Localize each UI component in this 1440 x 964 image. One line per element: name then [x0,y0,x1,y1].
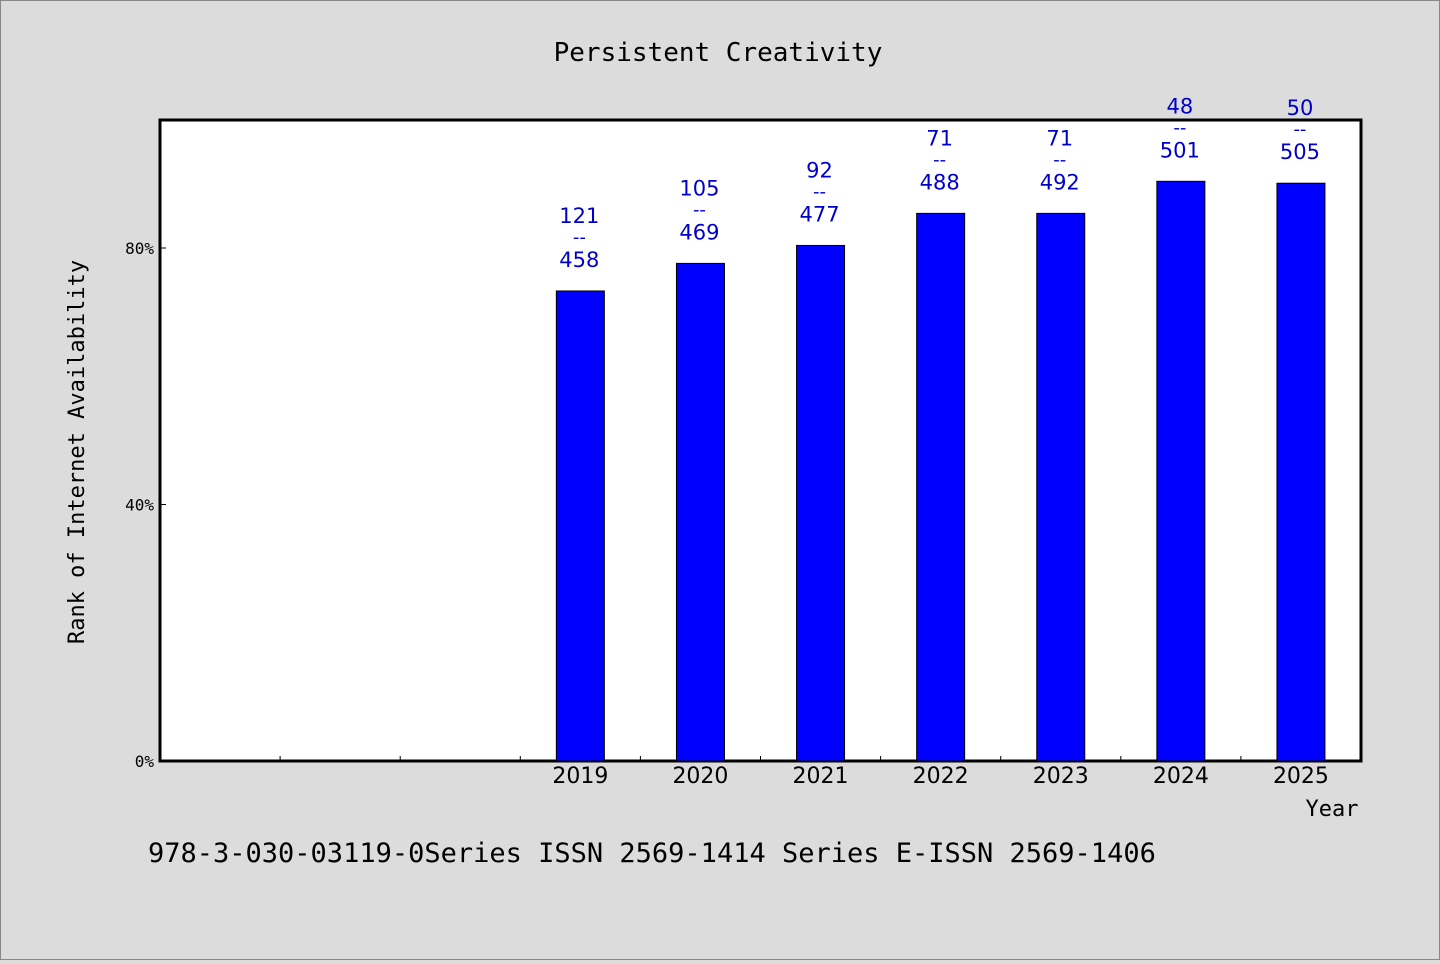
footer-isbn-text: 978-3-030-03119-0Series ISSN 2569-1414 S… [148,838,1156,869]
data-label-bottom: 492 [1040,170,1080,194]
data-label-bottom: 477 [800,202,840,226]
data-label-top: 105 [679,176,719,200]
data-label-top: 71 [1046,126,1073,150]
x-tick-label: 2022 [913,764,969,789]
x-tick-label: 2021 [793,764,849,789]
x-tick-label: 2020 [672,764,728,789]
bar-2021 [796,244,846,762]
data-label-bottom: 469 [679,220,719,244]
data-label-top: 48 [1166,94,1193,118]
x-axis-label: Year [1306,797,1359,822]
data-label-separator: -- [933,149,946,170]
data-label-separator: -- [573,227,586,248]
data-label-separator: -- [1053,149,1066,170]
data-label-bottom: 501 [1160,138,1200,162]
bars [555,180,1326,762]
x-tick-label: 2019 [552,764,608,789]
bar-2020 [675,262,725,762]
bar-2023 [1036,212,1086,762]
bar-2019 [555,290,605,762]
x-axis-ticks: 2019 2020 2021 2022 2023 2024 2025 [279,756,1329,789]
data-label-separator: -- [813,181,826,202]
data-label-separator: -- [693,199,706,220]
data-label-separator: -- [1293,119,1306,140]
bar-2024 [1156,180,1206,762]
data-labels: 121--458105--46992--47771--48871--49248-… [559,94,1320,272]
data-label-bottom: 505 [1280,140,1320,164]
data-label-bottom: 488 [920,170,960,194]
data-label-top: 71 [926,126,953,150]
data-label-top: 50 [1287,96,1314,120]
y-tick-label: 80% [125,239,154,258]
y-axis-ticks: 0% 40% 80% [125,239,166,771]
bar-2025 [1276,182,1326,762]
data-label-top: 121 [559,204,599,228]
data-label-separator: -- [1173,117,1186,138]
x-tick-label: 2024 [1153,764,1209,789]
y-tick-label: 0% [135,752,155,771]
x-tick-label: 2025 [1273,764,1329,789]
y-tick-label: 40% [125,496,154,515]
bar-2022 [916,212,966,762]
chart-title: Persistent Creativity [554,38,883,68]
data-label-bottom: 458 [559,248,599,272]
y-axis-label: Rank of Internet Availability [65,260,90,644]
data-label-top: 92 [806,158,833,182]
x-tick-label: 2023 [1033,764,1089,789]
